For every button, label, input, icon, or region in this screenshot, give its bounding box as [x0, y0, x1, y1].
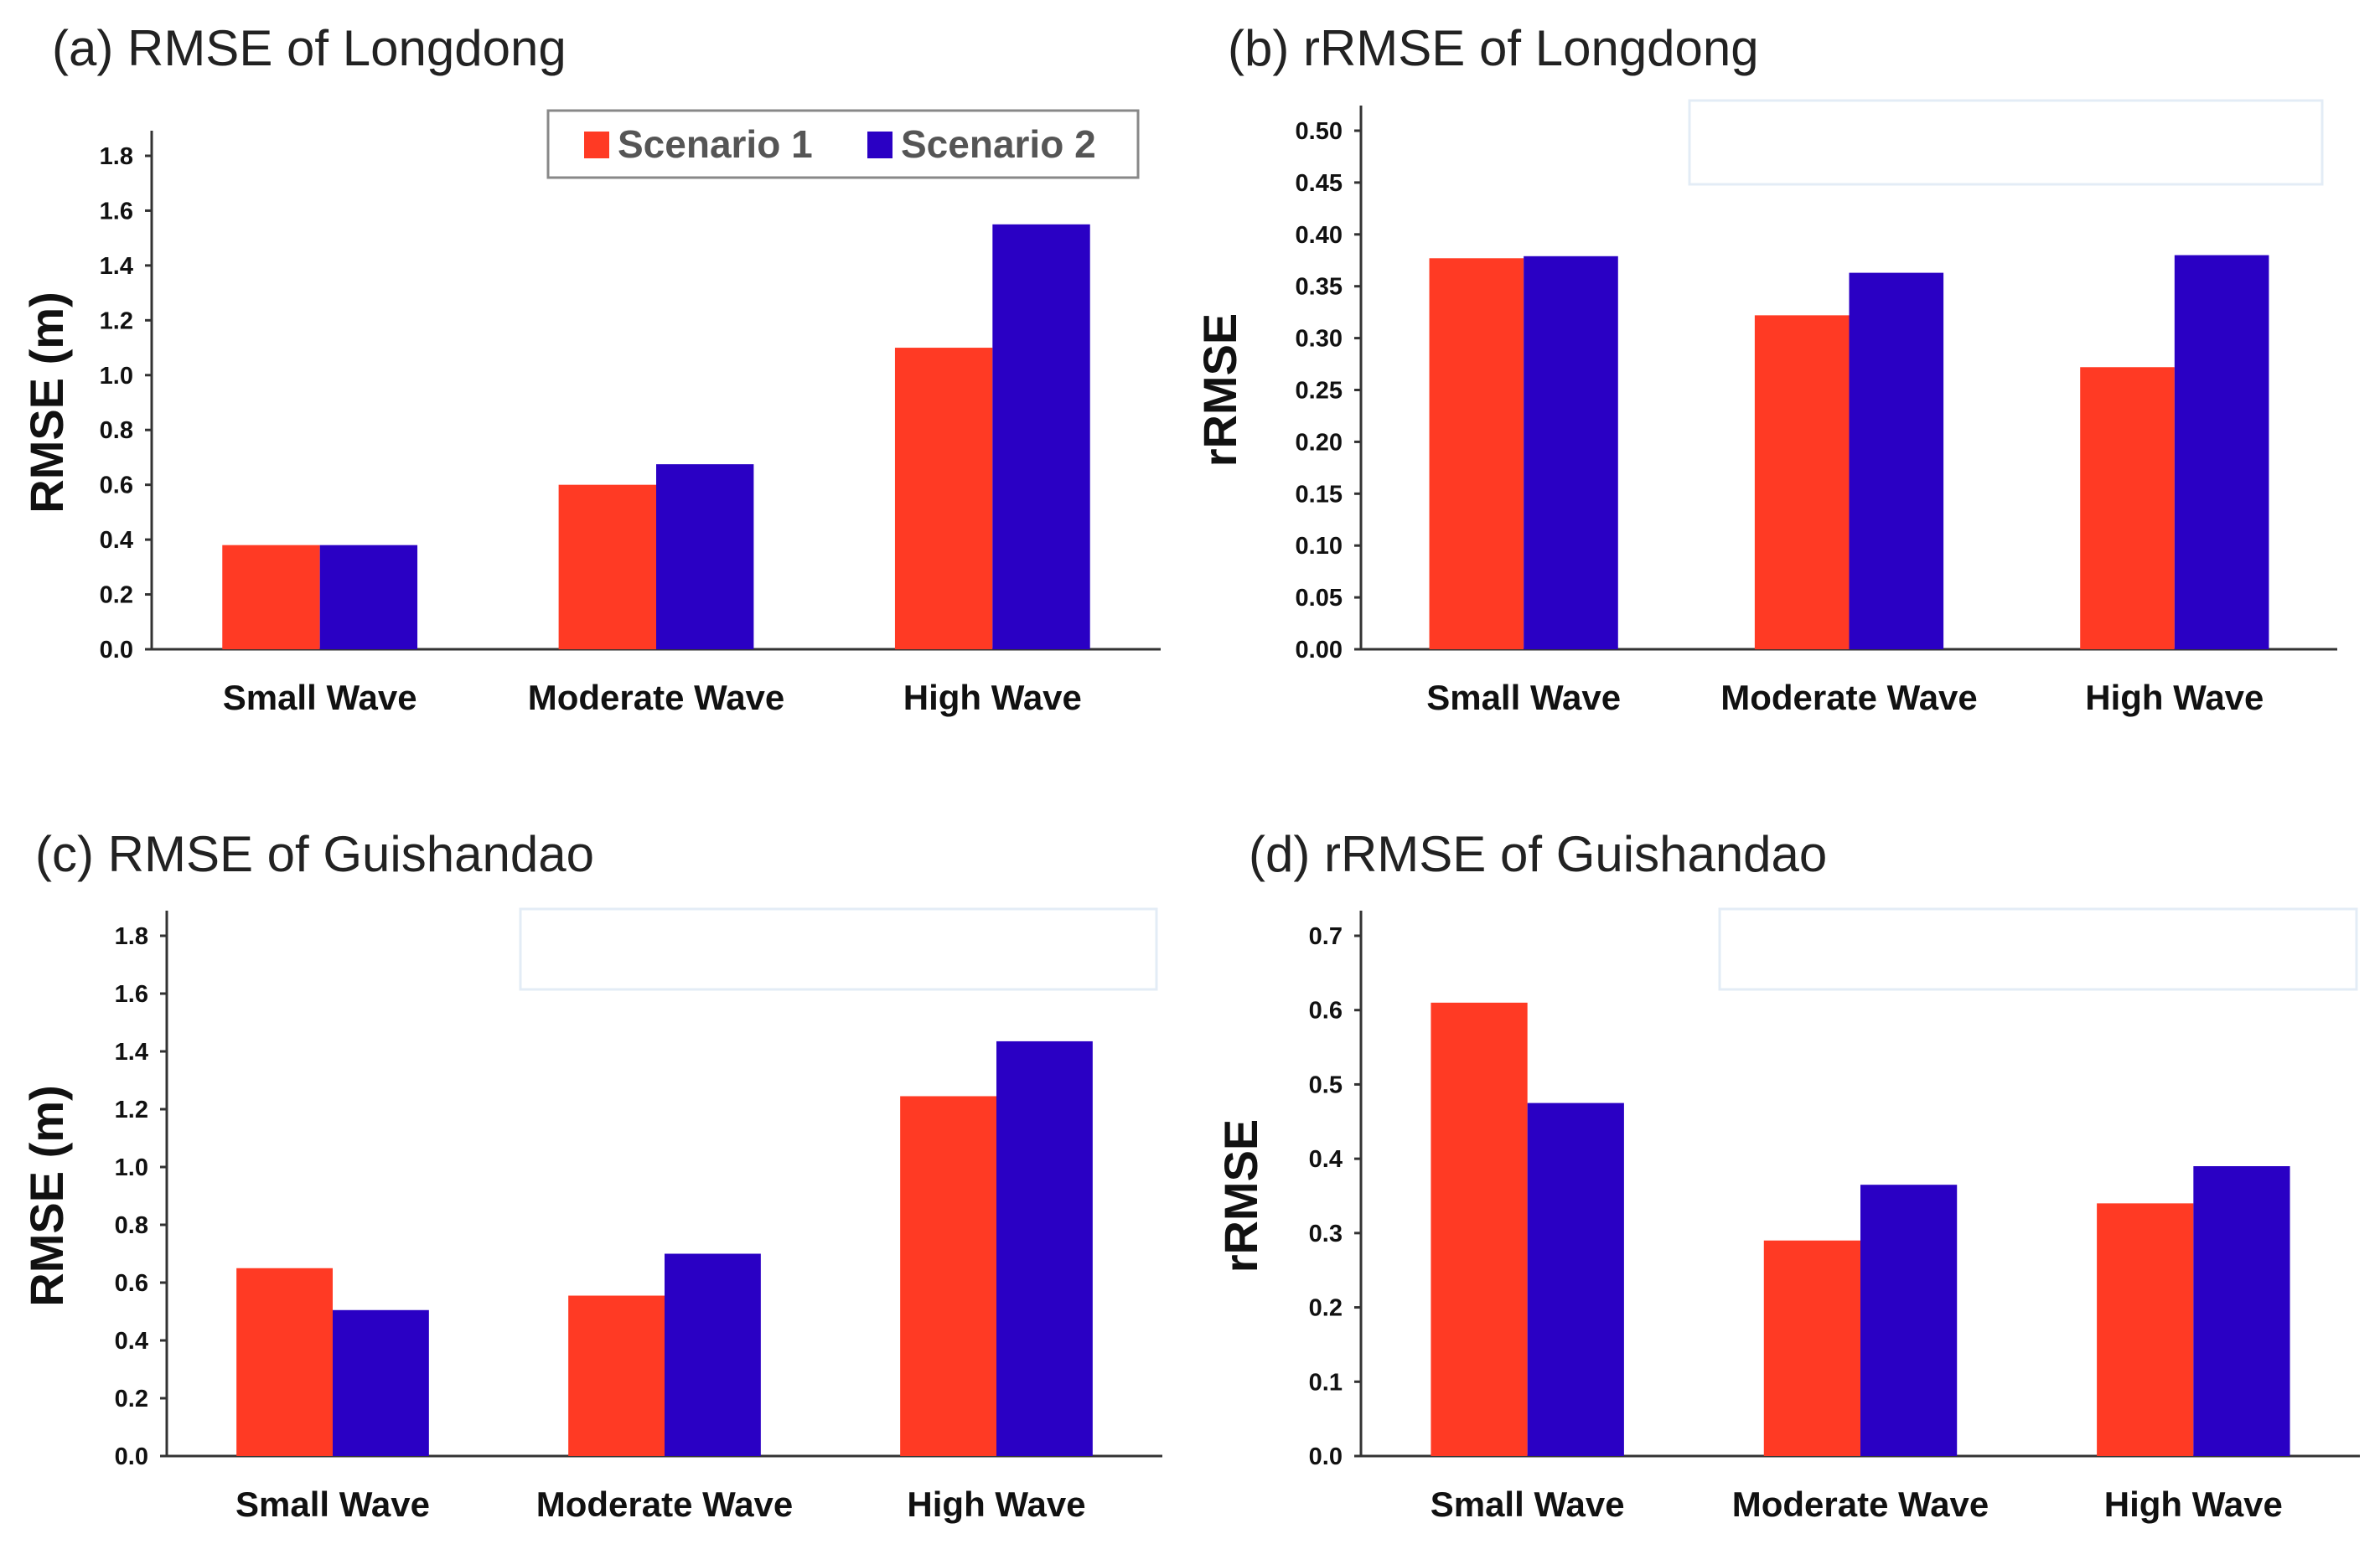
- bar-scenario-1: [1754, 315, 1850, 649]
- bar-scenario-1: [2097, 1203, 2194, 1456]
- y-tick-label: 1.8: [100, 143, 133, 170]
- x-category-label: Moderate Wave: [536, 1485, 794, 1524]
- y-tick-label: 0.30: [1296, 326, 1343, 353]
- legend-label-scenario-1: Scenario 1: [618, 122, 813, 166]
- bar-scenario-1: [236, 1268, 333, 1456]
- bar-scenario-2: [1524, 256, 1618, 649]
- ghost-legend-box: [1688, 99, 2324, 186]
- legend-label-scenario-2: Scenario 2: [901, 122, 1096, 166]
- chart-title: (a) RMSE of Longdong: [52, 20, 567, 76]
- y-tick-label: 0.6: [100, 472, 133, 499]
- y-tick-label: 0.4: [100, 527, 133, 554]
- y-tick-label: 0.6: [1309, 998, 1343, 1025]
- bar-scenario-2: [992, 224, 1090, 649]
- chart-title: (c) RMSE of Guishandao: [35, 826, 594, 882]
- y-tick-label: 1.2: [100, 307, 133, 334]
- x-category-label: Small Wave: [223, 678, 417, 717]
- bar-scenario-2: [1527, 1102, 1624, 1456]
- y-tick-label: 0.2: [115, 1386, 148, 1412]
- y-tick-label: 0.00: [1296, 637, 1343, 664]
- bar-scenario-2: [2193, 1166, 2290, 1456]
- legend-swatch-scenario-1: [584, 132, 609, 158]
- y-tick-label: 0.45: [1296, 170, 1343, 197]
- y-tick-label: 0.0: [115, 1443, 148, 1470]
- y-tick-label: 0.5: [1309, 1072, 1343, 1098]
- bar-scenario-1: [222, 545, 320, 649]
- chart-title: (d) rRMSE of Guishandao: [1249, 826, 1827, 882]
- y-tick-label: 0.25: [1296, 378, 1343, 405]
- y-axis-label: rRMSE: [1193, 313, 1246, 467]
- x-category-label: Moderate Wave: [1720, 678, 1978, 717]
- y-tick-label: 1.0: [115, 1154, 148, 1181]
- x-category-label: High Wave: [2085, 678, 2264, 717]
- bar-scenario-2: [996, 1041, 1093, 1456]
- bar-scenario-1: [1431, 1002, 1528, 1456]
- bar-scenario-1: [1763, 1240, 1860, 1456]
- x-category-label: High Wave: [903, 678, 1082, 717]
- y-tick-label: 0.4: [1309, 1146, 1343, 1173]
- y-tick-label: 0.0: [100, 637, 133, 664]
- x-category-label: Small Wave: [1426, 678, 1621, 717]
- bar-scenario-1: [558, 484, 656, 649]
- y-tick-label: 1.0: [100, 363, 133, 390]
- y-tick-label: 1.4: [100, 253, 133, 280]
- y-tick-label: 1.6: [100, 198, 133, 225]
- bar-scenario-2: [2174, 255, 2269, 649]
- y-tick-label: 0.8: [115, 1212, 148, 1239]
- y-tick-label: 1.2: [115, 1097, 148, 1123]
- legend-swatch-scenario-2: [867, 132, 892, 158]
- x-category-label: Small Wave: [1431, 1485, 1625, 1524]
- y-tick-label: 0.35: [1296, 274, 1343, 301]
- legend-box: [546, 109, 1140, 179]
- y-tick-label: 0.10: [1296, 533, 1343, 560]
- bar-scenario-2: [1849, 272, 1944, 649]
- y-tick-label: 0.1: [1309, 1369, 1343, 1396]
- ghost-legend-box: [519, 907, 1158, 991]
- y-axis-label: RMSE (m): [20, 1085, 73, 1306]
- x-category-label: Moderate Wave: [1732, 1485, 1989, 1524]
- bar-scenario-2: [1860, 1185, 1958, 1456]
- y-tick-label: 0.6: [115, 1270, 148, 1297]
- bar-scenario-2: [656, 464, 754, 649]
- y-tick-label: 0.40: [1296, 222, 1343, 249]
- y-tick-label: 0.50: [1296, 118, 1343, 145]
- y-tick-label: 0.3: [1309, 1221, 1343, 1247]
- bar-scenario-1: [894, 348, 993, 649]
- y-tick-label: 0.0: [1309, 1443, 1343, 1470]
- y-tick-label: 0.8: [100, 417, 133, 444]
- bar-scenario-1: [1429, 258, 1524, 649]
- y-tick-label: 0.15: [1296, 481, 1343, 508]
- x-category-label: Small Wave: [235, 1485, 430, 1524]
- chart-title: (b) rRMSE of Longdong: [1228, 20, 1759, 76]
- y-tick-label: 0.05: [1296, 585, 1343, 612]
- y-tick-label: 0.4: [115, 1328, 148, 1355]
- x-category-label: High Wave: [907, 1485, 1085, 1524]
- y-tick-label: 0.7: [1309, 923, 1343, 950]
- x-category-label: Moderate Wave: [528, 678, 785, 717]
- y-axis-label: RMSE (m): [20, 292, 73, 513]
- y-tick-label: 0.20: [1296, 429, 1343, 456]
- y-tick-label: 1.4: [115, 1039, 148, 1066]
- bar-scenario-2: [333, 1309, 429, 1456]
- bar-scenario-1: [2080, 367, 2175, 649]
- y-tick-label: 1.6: [115, 981, 148, 1008]
- y-axis-label: rRMSE: [1214, 1119, 1267, 1273]
- ghost-legend-box: [1718, 907, 2358, 991]
- bar-scenario-1: [568, 1295, 665, 1456]
- y-tick-label: 0.2: [100, 582, 133, 609]
- y-tick-label: 0.2: [1309, 1295, 1343, 1322]
- y-tick-label: 1.8: [115, 923, 148, 950]
- bar-scenario-2: [319, 545, 418, 649]
- bar-scenario-2: [665, 1253, 761, 1456]
- bar-scenario-1: [900, 1096, 996, 1456]
- x-category-label: High Wave: [2104, 1485, 2283, 1524]
